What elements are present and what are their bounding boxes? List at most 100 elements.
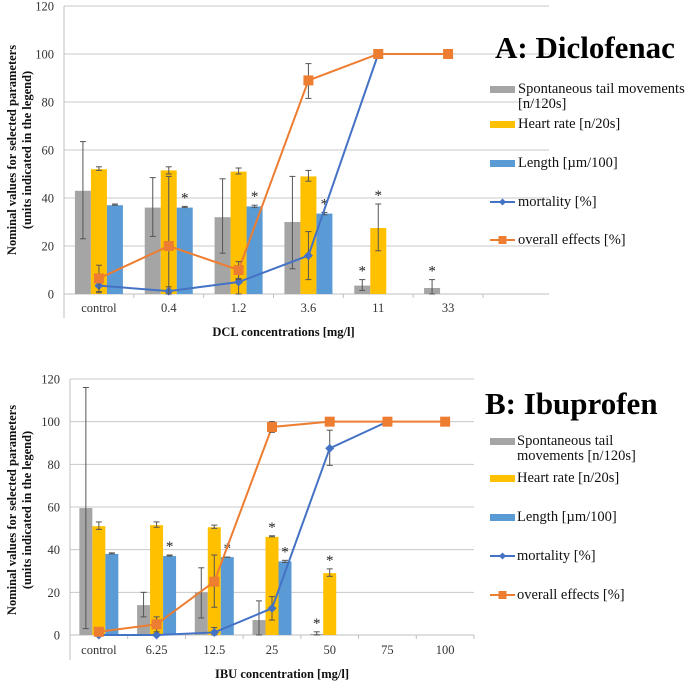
legend-label: overall effects [%] [518,232,626,248]
marker-square [163,241,174,251]
marker-square [443,49,454,59]
y-axis-title-line: Nominal values for selected parameters [5,45,19,255]
legend-label: [n/120s] [518,96,566,112]
y-tick-label: 60 [48,501,61,515]
bar-heart [92,526,106,635]
panel-a-diclofenac: 0 20 40 60 80 100 120 control 0.4 1.2 3.6 11 33 DCL c… [5,0,685,339]
y-axis-title-line: (units indicated in the legend) [20,71,34,229]
legend-swatch [490,514,515,521]
marker-square [151,619,162,630]
marker-square [233,265,244,275]
legend-marker-diamond [499,552,506,560]
bar-spontaneous [144,207,161,294]
y-tick-label: 100 [41,415,60,429]
bar-length [163,556,177,635]
legend-label: Heart rate [n/20s] [517,470,619,486]
x-tick-label: control [81,643,117,657]
legend-label: mortality [%] [518,194,597,210]
significance-star: * [321,196,329,212]
bar-heart [230,171,247,294]
bar-spontaneous [214,217,231,294]
significance-star: * [326,553,334,569]
y-tick-label: 20 [48,586,61,600]
significance-star: * [268,520,276,536]
x-tick-label: 1.2 [231,301,247,315]
legend-swatch [490,86,515,93]
y-tick-label: 60 [42,144,55,158]
legend-label: Spontaneous tail [517,433,613,449]
bar-heart [90,169,107,294]
y-axis-title: Nominal values for selected parameters (u… [5,405,34,615]
y-tick-label: 40 [42,192,55,206]
legend-swatch [490,121,515,128]
x-axis-title: IBU concentration [mg/l] [215,667,349,681]
legend-label: movements [n/120s] [517,448,636,464]
bar-spontaneous [137,605,151,635]
bar-heart [370,228,387,294]
legend-swatch [490,475,515,482]
legend-label: overall effects [%] [517,587,625,603]
y-tick-label: 120 [41,373,60,387]
bar-length [106,205,123,294]
marker-square [440,416,451,427]
line-mortality [98,420,388,636]
x-tick-label: 33 [442,301,455,315]
panel-title: A: Diclofenac [495,30,675,65]
y-tick-label: 100 [35,48,54,62]
marker-square [267,422,277,432]
marker-square [382,416,393,427]
bar-length [246,206,263,294]
y-tick-label: 80 [42,96,55,110]
x-tick-label: 75 [381,643,394,657]
x-axis-title: DCL concentrations [mg/l] [212,325,354,339]
legend-marker-square [498,591,507,599]
bar-heart [150,525,164,635]
x-tick-label: 100 [436,643,455,657]
legend-label: Heart rate [n/20s] [518,116,620,132]
legend-label: Length [µm/100] [517,509,617,525]
significance-star: * [166,539,174,555]
panel-b-ibuprofen: 0 20 40 60 80 100 120 control 6.25 12.5 25 50 75 100 I… [5,373,658,682]
significance-star: * [251,189,259,205]
y-axis-title: Nominal values for selected parameters (u… [5,45,34,255]
legend-marker-diamond [499,198,506,206]
x-tick-label: 12.5 [203,643,225,657]
marker-diamond [267,603,277,613]
bar-length [316,213,333,294]
bar-spontaneous [74,190,91,294]
marker-square [324,416,335,427]
significance-star: * [428,264,436,280]
x-tick-label: 0.4 [161,301,177,315]
significance-star: * [181,190,189,206]
marker-square [93,626,104,637]
marker-square [373,49,384,59]
marker-square [209,576,220,587]
legend-swatch [490,160,515,167]
significance-star: * [281,544,289,560]
marker-diamond [303,251,313,261]
significance-star: * [375,188,383,204]
significance-star: * [359,264,367,280]
marker-square [303,75,314,86]
y-tick-label: 80 [48,458,61,472]
y-tick-label: 0 [54,629,60,643]
y-tick-label: 0 [48,288,54,302]
legend-marker-square [498,236,507,244]
y-axis-title-line: (units indicated in the legend) [20,431,34,589]
y-tick-label: 120 [35,0,54,14]
x-tick-label: 25 [266,643,279,657]
x-tick-label: 11 [372,301,384,315]
x-tick-label: control [81,301,117,315]
marker-square [93,273,104,284]
x-tick-label: 50 [323,643,336,657]
legend-label: Spontaneous tail movements [518,81,685,97]
legend-label: Length [µm/100] [518,155,618,171]
significance-star: * [313,616,321,632]
marker-diamond [152,630,162,640]
legend-swatch [490,438,515,445]
bar-heart [323,573,337,635]
y-axis-title-line: Nominal values for selected parameters [5,405,19,615]
x-tick-label: 6.25 [146,643,168,657]
x-tick-label: 3.6 [301,301,317,315]
